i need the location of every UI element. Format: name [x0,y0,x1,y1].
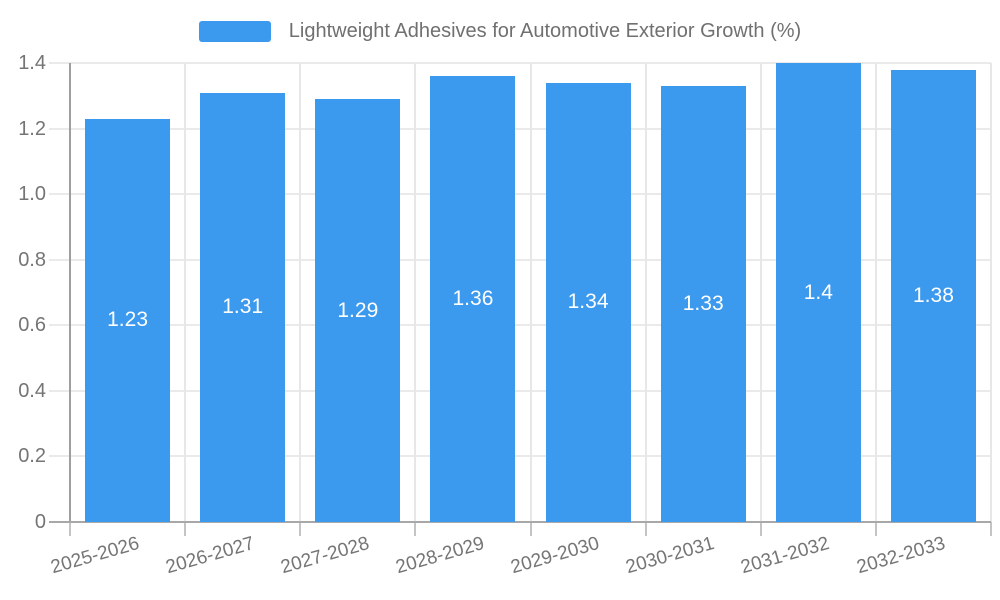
x-axis-tick [990,522,992,536]
x-tick-label: 2028-2029 [393,533,487,579]
y-gridline [49,455,991,458]
legend-swatch[interactable] [198,21,271,42]
x-axis-tick [299,522,302,536]
x-axis-line [49,521,991,523]
x-boundary-gridline [990,63,992,522]
x-boundary-gridline [874,63,877,522]
x-axis-tick [529,522,532,536]
bar-value-label: 1.31 [222,295,264,319]
bar-value-label: 1.29 [337,298,379,322]
x-boundary-gridline [644,63,647,522]
y-gridline [49,324,991,327]
x-tick-label: 2029-2030 [508,533,602,579]
y-tick-label: 1.2 [18,117,46,140]
bar: 1.36 [430,76,516,522]
y-gridline [49,127,991,130]
x-tick-label: 2030-2031 [623,533,717,579]
x-tick-label: 2032-2033 [854,533,948,579]
y-tick-label: 1.4 [18,52,46,74]
y-gridline [49,258,991,261]
bar: 1.31 [200,92,286,522]
x-boundary-gridline [184,63,187,522]
x-tick-label: 2027-2028 [278,533,372,579]
x-axis-tick [184,522,187,536]
x-boundary-gridline [299,63,302,522]
bar: 1.38 [890,69,976,522]
x-axis-tick [69,522,71,536]
bar-value-label: 1.34 [567,290,609,314]
bar: 1.29 [315,99,401,522]
bar-value-label: 1.38 [913,283,954,307]
x-axis-tick [759,522,762,536]
bar: 1.23 [85,118,171,522]
chart-legend[interactable]: Lightweight Adhesives for Automotive Ext… [0,20,1000,43]
y-axis-line [69,63,71,522]
bar: 1.34 [545,82,631,522]
bar-value-label: 1.33 [682,291,724,315]
y-tick-label: 0.2 [18,445,46,468]
y-gridline [49,62,991,64]
y-gridline [49,389,991,392]
x-boundary-gridline [414,63,417,522]
bar: 1.33 [660,85,746,522]
x-axis-tick [644,522,647,536]
x-tick-label: 2031-2032 [738,533,833,579]
bar-value-label: 1.23 [107,308,148,332]
x-tick-label: 2025-2026 [48,533,142,579]
y-tick-label: 0 [34,511,46,533]
x-boundary-gridline [759,63,762,522]
x-axis-tick [414,522,417,536]
x-tick-label: 2026-2027 [163,533,257,579]
legend-label[interactable]: Lightweight Adhesives for Automotive Ext… [288,20,802,42]
bar-value-label: 1.36 [452,287,494,311]
x-boundary-gridline [529,63,532,522]
bar: 1.4 [775,63,861,522]
y-tick-label: 0.8 [18,248,46,271]
y-tick-label: 1.0 [18,183,46,206]
y-tick-label: 0.6 [18,314,46,337]
y-gridline [49,193,991,196]
x-axis-tick [874,522,877,536]
y-tick-label: 0.4 [18,379,46,402]
bar-value-label: 1.4 [803,280,833,304]
